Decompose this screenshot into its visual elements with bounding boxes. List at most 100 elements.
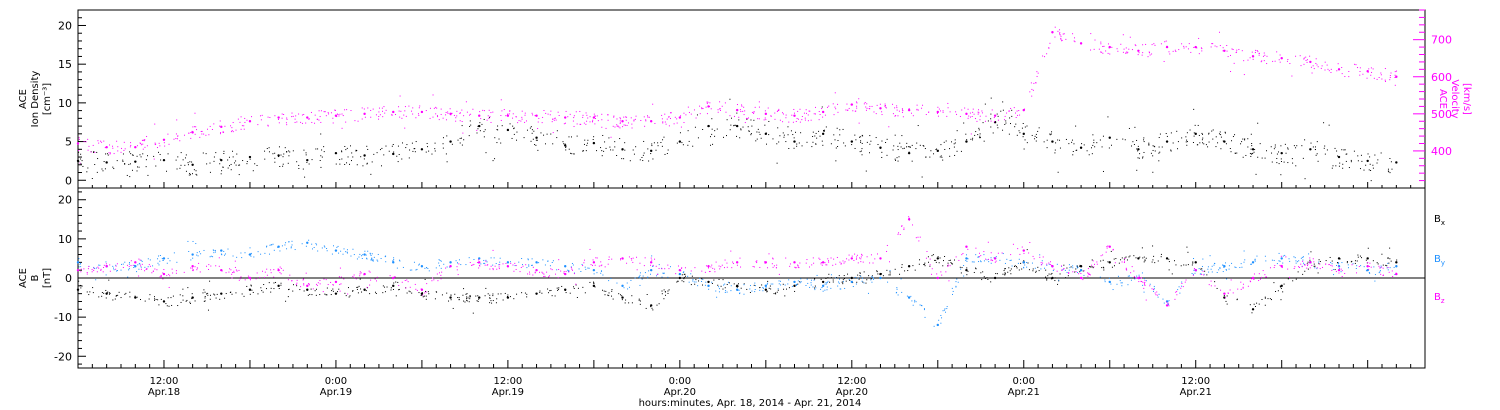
data-point xyxy=(422,294,424,296)
data-point xyxy=(243,125,245,127)
data-point xyxy=(614,126,616,128)
data-point xyxy=(946,306,948,308)
data-point xyxy=(277,246,279,248)
data-point xyxy=(138,258,140,260)
data-point xyxy=(1265,276,1267,278)
data-point xyxy=(1054,26,1056,28)
data-point xyxy=(128,266,130,268)
data-point xyxy=(102,170,104,172)
data-point xyxy=(740,111,742,113)
data-point xyxy=(396,155,398,157)
data-point xyxy=(875,113,877,115)
data-point xyxy=(156,147,158,149)
data-point xyxy=(1279,54,1281,56)
data-point xyxy=(1380,152,1382,154)
data-point xyxy=(1018,258,1020,260)
data-point xyxy=(1079,271,1081,273)
data-point xyxy=(184,164,186,166)
data-point xyxy=(782,113,784,115)
data-point xyxy=(1291,158,1293,160)
data-point xyxy=(1035,133,1037,135)
data-point xyxy=(1280,151,1283,155)
data-point xyxy=(1284,254,1286,256)
data-point xyxy=(1393,266,1395,268)
data-point xyxy=(535,114,538,117)
data-point xyxy=(335,152,337,154)
data-point xyxy=(1193,132,1195,134)
data-point xyxy=(620,259,622,261)
data-point xyxy=(748,130,750,132)
data-point xyxy=(167,153,169,155)
data-point xyxy=(248,276,250,278)
data-point xyxy=(1280,255,1282,257)
data-point xyxy=(716,128,718,130)
data-point xyxy=(434,150,436,152)
data-point xyxy=(433,107,435,109)
data-point xyxy=(948,260,950,262)
data-point xyxy=(175,133,177,135)
data-point xyxy=(946,115,948,117)
data-point xyxy=(1201,273,1203,275)
data-point xyxy=(872,262,874,264)
data-point xyxy=(1136,169,1138,171)
data-point xyxy=(1258,53,1260,55)
data-point xyxy=(155,143,157,145)
data-point xyxy=(850,276,854,280)
data-point xyxy=(556,137,558,139)
data-point xyxy=(479,130,481,132)
data-point xyxy=(557,111,559,113)
data-point xyxy=(239,278,241,280)
data-point xyxy=(901,135,903,137)
data-point xyxy=(699,277,701,279)
data-point xyxy=(695,281,697,283)
data-point xyxy=(114,298,116,300)
data-point xyxy=(265,246,267,248)
data-point xyxy=(730,124,732,126)
data-point xyxy=(1215,146,1217,148)
data-point xyxy=(663,298,665,300)
data-point xyxy=(278,156,280,158)
data-point xyxy=(663,136,665,138)
data-point xyxy=(459,112,461,114)
data-point xyxy=(678,116,682,119)
data-point xyxy=(95,279,97,281)
data-point xyxy=(1266,55,1268,57)
data-point xyxy=(838,282,840,284)
data-point xyxy=(600,272,602,274)
data-point xyxy=(631,127,633,129)
data-point xyxy=(1136,275,1138,277)
data-point xyxy=(278,122,280,124)
data-point xyxy=(452,307,454,309)
data-point xyxy=(1133,143,1135,145)
data-point xyxy=(834,92,836,94)
data-point xyxy=(824,283,826,285)
data-point xyxy=(1254,149,1256,151)
data-point xyxy=(710,266,712,268)
data-point xyxy=(949,111,951,113)
data-point xyxy=(130,265,132,267)
data-point xyxy=(1287,147,1289,149)
data-point xyxy=(371,259,373,261)
data-point xyxy=(1360,154,1362,156)
data-point xyxy=(512,117,514,119)
data-point xyxy=(1338,272,1340,274)
data-point xyxy=(743,293,745,295)
data-point xyxy=(351,152,353,154)
data-point xyxy=(652,265,654,267)
data-point xyxy=(1193,267,1195,269)
data-point xyxy=(645,307,647,309)
data-point xyxy=(1374,280,1376,282)
data-point xyxy=(521,116,523,118)
data-point xyxy=(1191,272,1193,274)
data-point xyxy=(1145,280,1147,282)
data-point xyxy=(197,255,199,257)
data-point xyxy=(619,127,621,129)
data-point xyxy=(124,148,126,150)
data-point xyxy=(856,258,858,260)
data-point xyxy=(1259,143,1261,145)
data-point xyxy=(563,272,565,274)
data-point xyxy=(1193,108,1195,110)
data-point xyxy=(933,153,935,155)
data-point xyxy=(1139,256,1141,258)
data-point xyxy=(223,153,225,155)
